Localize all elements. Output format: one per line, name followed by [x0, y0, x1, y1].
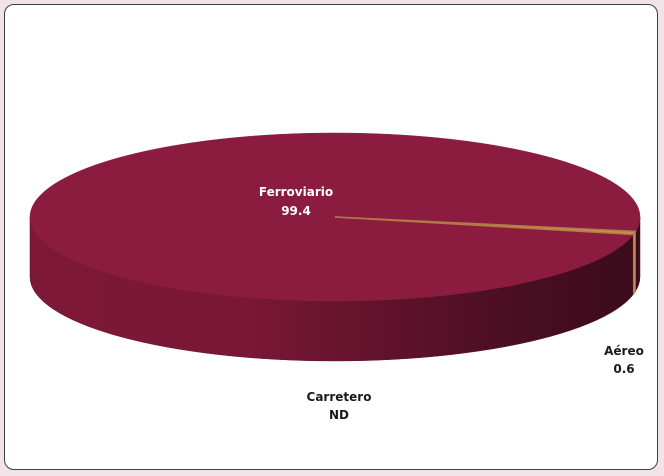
label-aereo-name: Aéreo — [604, 344, 644, 358]
label-carretero-value: ND — [329, 408, 349, 422]
pie-slice-aereo-side — [632, 229, 636, 296]
label-ferroviario-name: Ferroviario — [259, 185, 333, 199]
pie-top-group — [29, 132, 641, 302]
pie-chart: Ferroviario 99.4 Aéreo 0.6 Carretero ND — [29, 132, 644, 422]
label-aereo-value: 0.6 — [613, 362, 634, 376]
label-ferroviario-value: 99.4 — [281, 204, 311, 218]
pie-slice-areo — [334, 216, 637, 236]
label-carretero-name: Carretero — [307, 390, 372, 404]
chart-frame: Ferroviario 99.4 Aéreo 0.6 Carretero ND — [4, 4, 658, 470]
